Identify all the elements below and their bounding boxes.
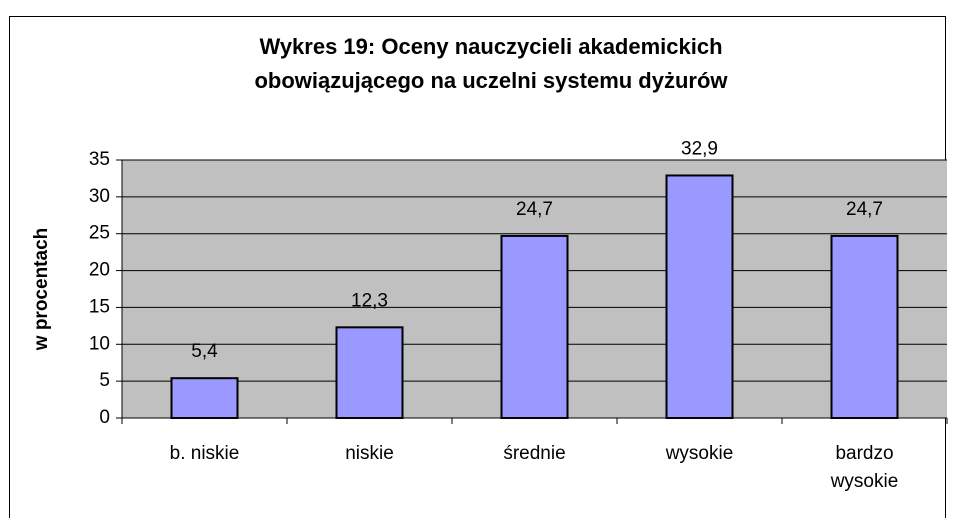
data-label: 12,3 <box>351 290 388 311</box>
bar <box>830 234 899 419</box>
y-tick-label: 30 <box>89 186 110 207</box>
y-tick-label: 0 <box>99 407 110 428</box>
bar <box>500 234 569 419</box>
bar <box>335 326 404 419</box>
y-tick-label: 35 <box>89 149 110 170</box>
x-tick-label: niskie <box>345 443 394 464</box>
chart-title: obowiązującego na uczelni systemu dyżuró… <box>254 68 728 93</box>
data-label: 24,7 <box>516 199 553 220</box>
bar <box>665 174 734 419</box>
y-tick-label: 15 <box>89 296 110 317</box>
y-tick-label: 20 <box>89 260 110 281</box>
data-label: 32,9 <box>681 138 718 159</box>
y-tick-label: 10 <box>89 333 110 354</box>
data-label: 5,4 <box>191 341 218 362</box>
y-tick-label: 25 <box>89 223 110 244</box>
x-tick-label: b. niskie <box>170 443 240 464</box>
x-tick-label: średnie <box>503 443 565 464</box>
bar <box>170 377 239 419</box>
y-axis-label: w procentach <box>31 228 52 351</box>
x-tick-label: wysokie <box>665 443 734 464</box>
data-label: 24,7 <box>846 199 883 220</box>
y-tick-label: 5 <box>99 370 110 391</box>
x-tick-label: bardzo wysokie <box>830 443 899 492</box>
chart-title: Wykres 19: Oceny nauczycieli akademickic… <box>259 34 722 59</box>
